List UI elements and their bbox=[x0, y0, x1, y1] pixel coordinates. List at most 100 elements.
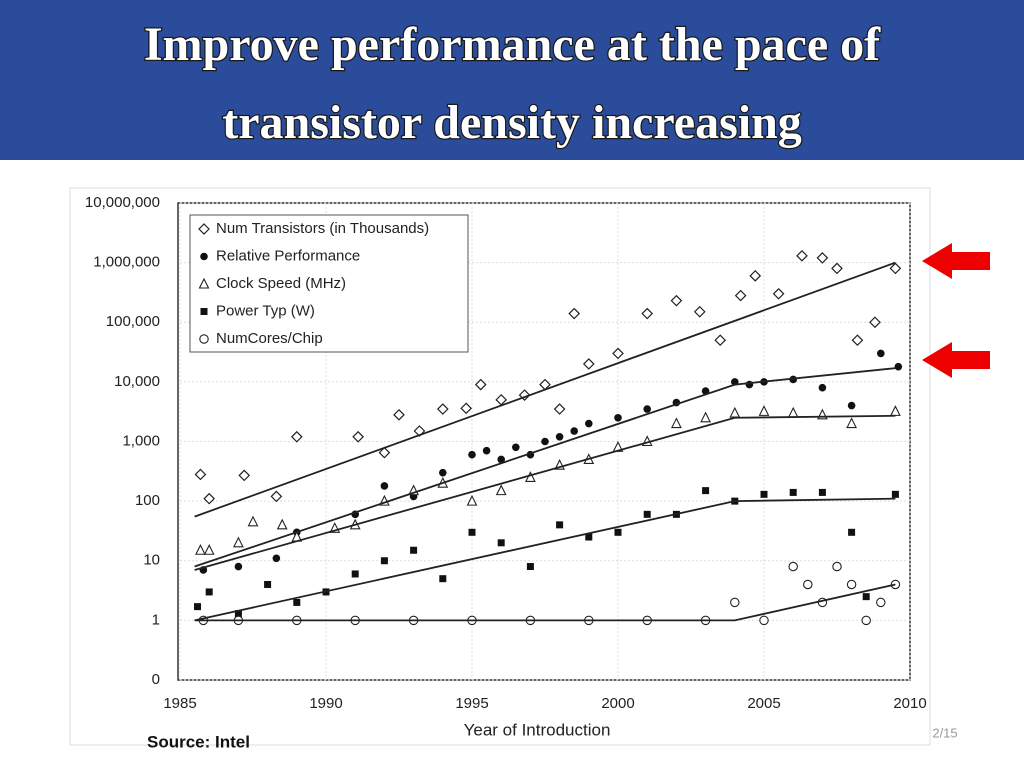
marker-diamond bbox=[670, 294, 683, 307]
marker-square bbox=[194, 603, 202, 611]
marker-dot bbox=[847, 401, 856, 410]
marker-dot bbox=[570, 427, 578, 435]
marker-diamond bbox=[714, 334, 727, 347]
marker-circle bbox=[876, 597, 886, 608]
legend-label: NumCores/Chip bbox=[216, 330, 323, 347]
marker-square bbox=[526, 563, 534, 571]
marker-triangle bbox=[276, 518, 288, 530]
marker-square bbox=[468, 528, 476, 536]
arrow bbox=[922, 342, 990, 378]
marker-diamond bbox=[641, 307, 654, 320]
source-note: Source: Intel bbox=[147, 732, 250, 751]
trend-line bbox=[194, 367, 896, 568]
legend-marker bbox=[198, 223, 210, 235]
marker-square bbox=[614, 528, 622, 536]
marker-diamond bbox=[772, 287, 785, 300]
marker-circle bbox=[759, 615, 769, 626]
x-axis-title: Year of Introduction bbox=[464, 720, 611, 739]
marker-circle bbox=[803, 579, 813, 590]
marker-dot bbox=[482, 446, 491, 455]
legend-label: Power Typ (W) bbox=[216, 302, 315, 319]
title-line: transistor density increasing bbox=[222, 96, 802, 149]
marker-diamond bbox=[693, 305, 706, 318]
marker-dot bbox=[818, 383, 827, 392]
marker-dot bbox=[439, 468, 447, 477]
marker-diamond bbox=[851, 334, 864, 347]
marker-diamond bbox=[734, 289, 747, 302]
marker-diamond bbox=[393, 408, 405, 421]
marker-square bbox=[789, 488, 797, 496]
marker-triangle bbox=[495, 484, 507, 496]
marker-diamond bbox=[378, 446, 391, 459]
x-tick-label: 1985 bbox=[163, 695, 196, 712]
marker-square bbox=[556, 521, 564, 529]
marker-diamond bbox=[203, 492, 216, 505]
marker-square bbox=[351, 570, 359, 578]
marker-square bbox=[643, 510, 651, 518]
legend-label: Clock Speed (MHz) bbox=[216, 275, 346, 292]
x-tick-label: 2000 bbox=[601, 695, 634, 712]
legend-marker bbox=[199, 334, 209, 344]
marker-diamond bbox=[612, 347, 624, 360]
y-tick-label: 1 bbox=[152, 611, 160, 628]
arrow bbox=[922, 243, 990, 279]
y-tick-label: 1,000,000 bbox=[93, 254, 160, 271]
marker-square bbox=[234, 610, 242, 618]
x-tick-label: 2010 bbox=[893, 695, 926, 712]
y-tick-label: 1,000 bbox=[122, 432, 160, 449]
marker-square bbox=[702, 487, 710, 495]
marker-diamond bbox=[352, 430, 364, 443]
marker-diamond bbox=[553, 403, 566, 415]
marker-triangle bbox=[466, 494, 478, 506]
marker-dot bbox=[585, 419, 593, 428]
trend-line bbox=[194, 414, 896, 571]
marker-dot bbox=[894, 362, 903, 371]
marker-dot bbox=[497, 455, 506, 464]
marker-circle bbox=[788, 561, 798, 572]
y-tick-label: 10,000,000 bbox=[85, 194, 160, 211]
marker-square bbox=[293, 598, 301, 606]
legend-marker bbox=[200, 308, 208, 315]
trend-line bbox=[194, 583, 896, 622]
marker-square bbox=[848, 528, 856, 536]
marker-diamond bbox=[582, 358, 595, 370]
marker-dot bbox=[380, 482, 389, 490]
marker-diamond bbox=[869, 316, 881, 329]
marker-diamond bbox=[889, 262, 902, 275]
marker-dot bbox=[877, 349, 885, 358]
marker-triangle bbox=[846, 417, 857, 429]
legend-marker bbox=[200, 252, 208, 261]
marker-diamond bbox=[238, 469, 251, 482]
marker-diamond bbox=[290, 430, 303, 443]
marker-square bbox=[410, 546, 418, 554]
marker-dot bbox=[541, 437, 549, 446]
marker-square bbox=[497, 539, 505, 547]
marker-diamond bbox=[816, 252, 829, 264]
marker-diamond bbox=[474, 378, 487, 391]
marker-dot bbox=[555, 432, 564, 441]
marker-circle bbox=[846, 579, 857, 590]
y-tick-label: 0 bbox=[152, 671, 160, 688]
trend-line bbox=[194, 261, 896, 518]
trend-line bbox=[194, 497, 896, 622]
x-tick-label: 2005 bbox=[747, 695, 780, 712]
marker-diamond bbox=[194, 468, 207, 481]
legend-box bbox=[189, 214, 469, 353]
marker-square bbox=[818, 488, 826, 496]
y-tick-label: 100 bbox=[135, 492, 160, 509]
x-tick-label: 1995 bbox=[455, 695, 488, 712]
marker-triangle bbox=[758, 405, 770, 416]
marker-diamond bbox=[460, 402, 473, 415]
marker-dot bbox=[643, 405, 651, 413]
marker-circle bbox=[832, 561, 842, 572]
marker-circle bbox=[861, 615, 871, 626]
page-number: 2/15 bbox=[932, 725, 957, 740]
marker-circle bbox=[730, 597, 740, 608]
marker-triangle bbox=[233, 536, 244, 548]
legend-label: Relative Performance bbox=[216, 247, 360, 264]
marker-square bbox=[891, 490, 899, 498]
marker-square bbox=[585, 533, 593, 541]
marker-square bbox=[862, 593, 870, 601]
